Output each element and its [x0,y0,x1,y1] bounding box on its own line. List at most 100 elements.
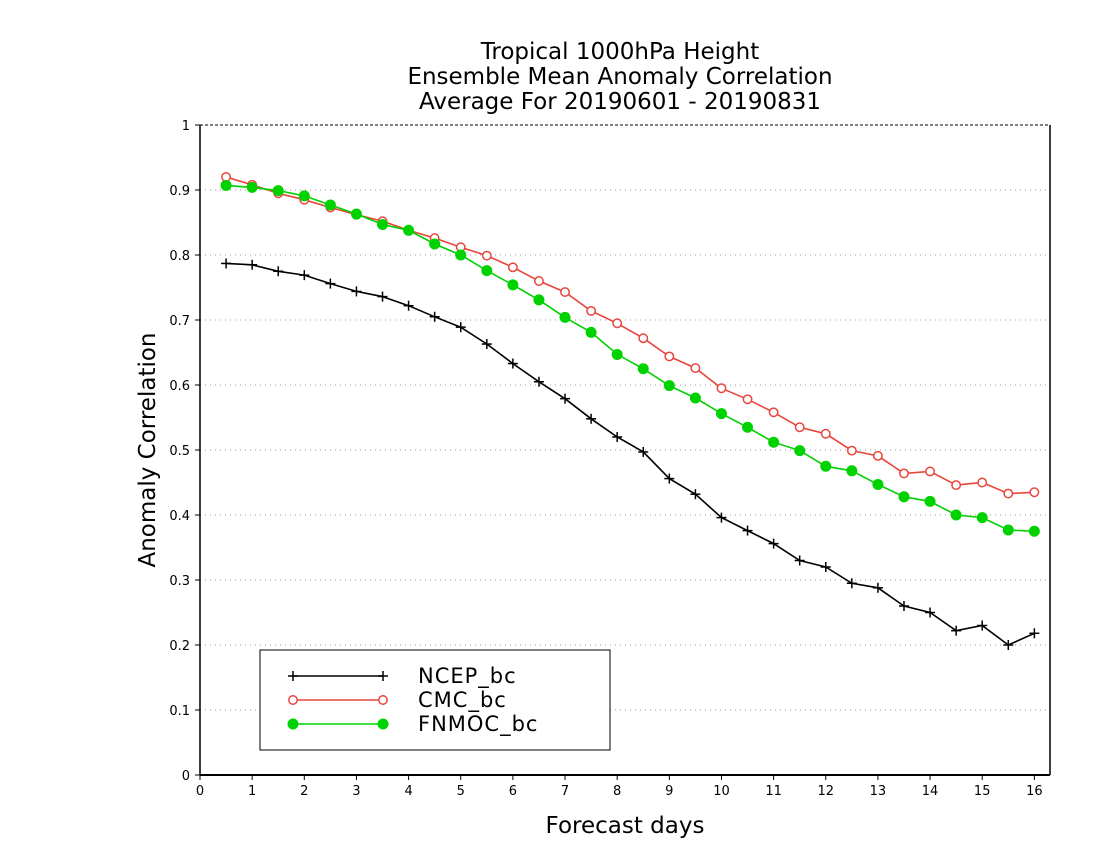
data-point [689,392,701,404]
data-point [221,172,232,182]
data-point [872,582,883,593]
data-point [690,363,701,374]
data-point [1003,488,1014,499]
grid-lines [200,189,1050,711]
data-point [1003,640,1014,650]
data-point [742,525,753,536]
x-tick-label: 5 [457,784,465,799]
data-point [742,394,753,405]
data-point [559,311,571,323]
data-point [925,466,936,477]
data-point [951,480,962,491]
legend-box [259,649,611,751]
x-tick-label: 8 [613,784,621,799]
data-point [794,445,806,457]
data-point [298,190,310,202]
data-point [586,305,597,316]
x-tick-label: 6 [509,784,517,799]
data-point [288,671,298,681]
data-point [455,249,467,261]
data-point [455,322,466,333]
data-point [950,509,962,521]
chart-title: Tropical 1000hPa Height Ensemble Mean An… [407,39,832,115]
data-point [288,695,298,705]
data-point [1029,628,1040,639]
x-tick-label: 13 [870,784,887,799]
data-point [507,279,519,291]
data-point [768,407,779,418]
data-point [898,491,910,503]
data-point [977,620,988,631]
data-point [377,218,389,230]
data-point [533,294,545,306]
data-point [1002,524,1014,536]
data-point [481,339,492,350]
x-tick-label: 0 [196,784,204,799]
data-point [638,446,649,457]
data-point [872,478,884,490]
data-point [612,318,623,329]
data-point [507,358,518,369]
chart-title-line-1: Tropical 1000hPa Height [480,39,760,65]
data-point [1029,487,1040,498]
data-point [794,422,805,433]
data-point [324,199,336,211]
data-point [272,185,284,197]
data-point [716,383,727,394]
data-point [715,408,727,420]
data-point [977,477,988,488]
data-point [299,270,310,281]
data-point [481,250,492,261]
x-axis: 0 1 2 3 4 5 6 7 8 9 10 11 12 13 14 15 16 [196,775,1043,799]
x-tick-label: 1 [248,784,256,799]
x-tick-label: 7 [561,784,569,799]
x-tick-label: 9 [665,784,673,799]
y-tick-label: 0.8 [169,249,190,264]
legend-item-ncep-bc: NCEP_bc [288,664,517,689]
data-point [846,465,858,477]
data-point [872,450,883,461]
y-tick-label: 0 [182,769,190,784]
data-point [612,432,623,442]
data-point [846,578,857,589]
y-tick-label: 0.9 [169,184,190,199]
data-point [403,300,414,311]
y-tick-label: 0.2 [169,639,190,654]
x-tick-label: 10 [713,784,730,799]
data-point [638,333,649,344]
series-line [225,176,1035,495]
data-point [664,351,675,362]
data-point [951,625,962,636]
data-point [560,287,570,297]
data-point [768,538,779,549]
chart-title-line-3: Average For 20190601 - 20190831 [419,89,821,115]
data-point [690,489,701,500]
data-point [351,286,362,297]
data-point [377,718,389,730]
data-point [768,436,780,448]
data-point [925,607,936,618]
data-point [533,376,544,387]
data-point [429,238,441,250]
y-tick-label: 0.5 [169,444,190,459]
series-ncep-bc [221,258,1040,650]
data-point [1028,525,1040,537]
data-point [377,291,388,302]
data-point [898,601,909,611]
series-line [226,184,1035,533]
data-point [220,179,232,191]
x-tick-label: 3 [352,784,360,799]
data-point [846,445,857,456]
data-point [976,512,988,524]
data-point [611,348,623,360]
legend-label: NCEP_bc [418,664,517,689]
data-point [350,208,362,220]
series-fnmoc-bc [220,179,1040,537]
x-tick-label: 2 [300,784,308,799]
x-tick-label: 12 [817,784,834,799]
data-point [794,555,805,566]
series-layer [220,172,1040,650]
data-point [429,311,440,322]
